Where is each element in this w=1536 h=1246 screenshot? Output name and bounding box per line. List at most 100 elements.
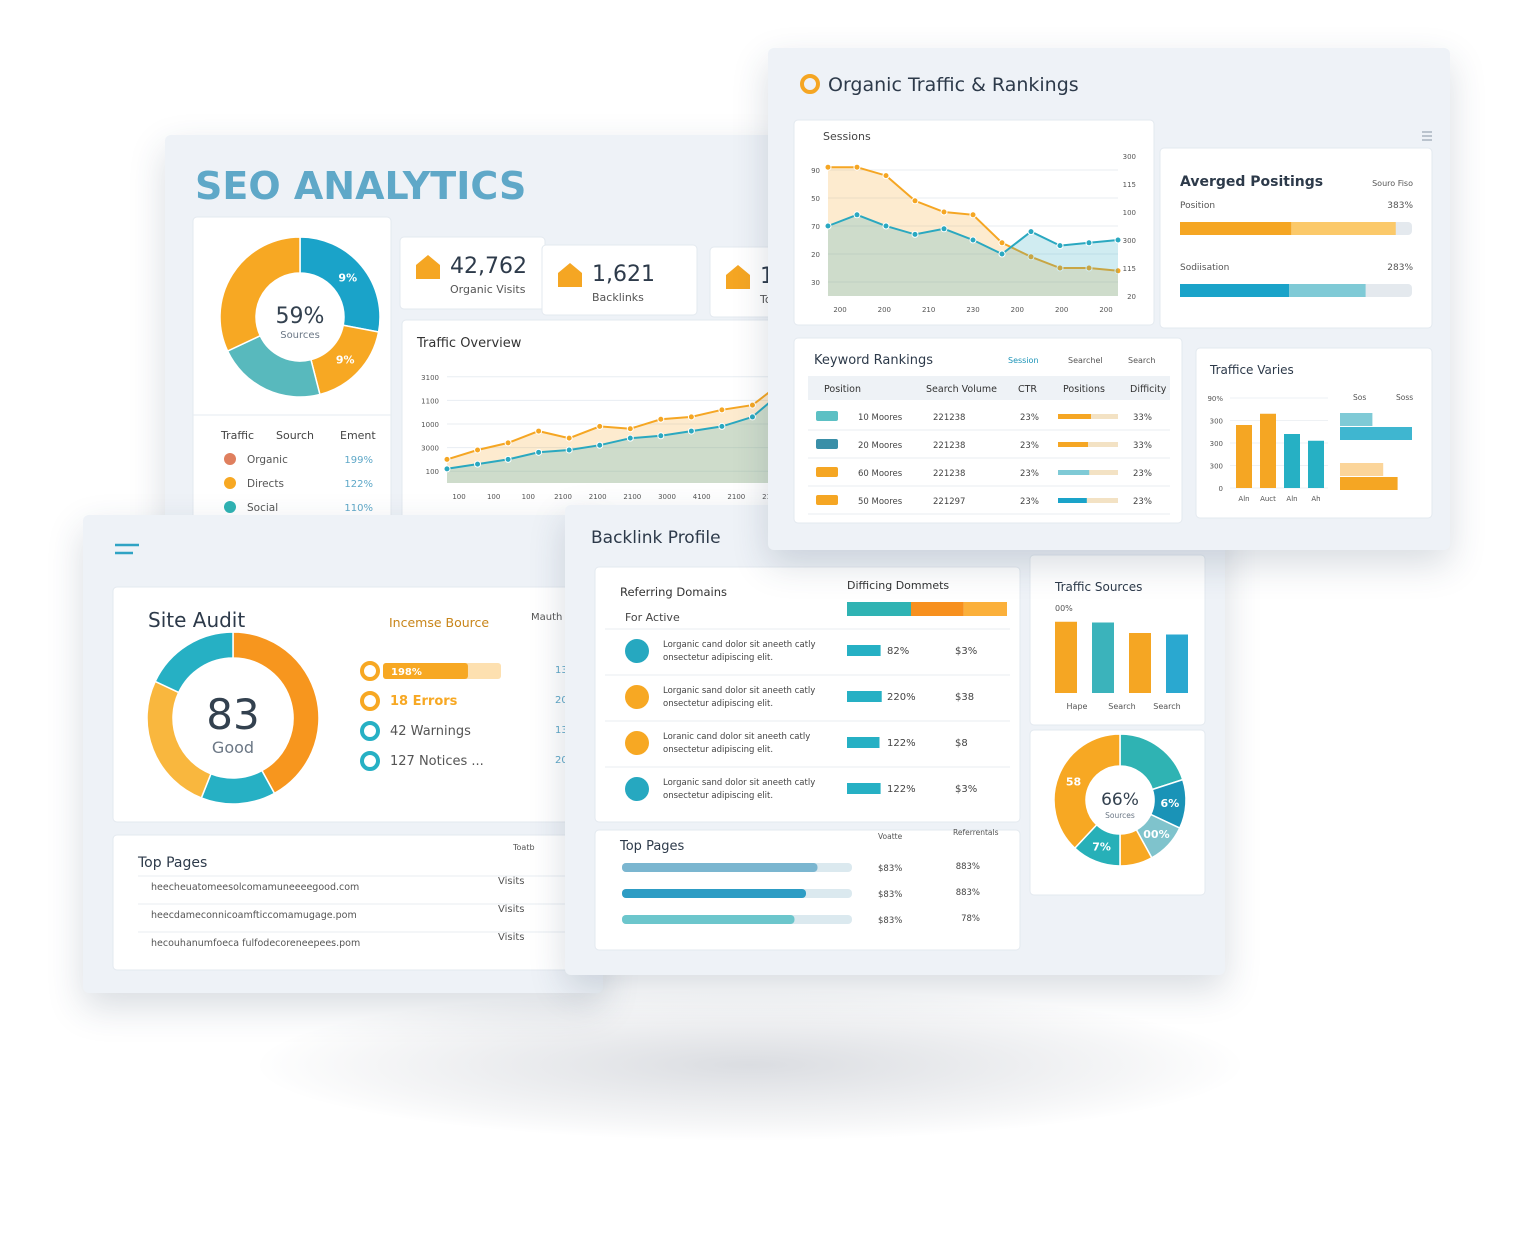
menu-icon (1422, 131, 1432, 141)
column-header: Difficity (1130, 384, 1167, 395)
row-pct: 122% (887, 738, 916, 749)
row-val: $3% (955, 784, 977, 795)
card-title: Site Audit (148, 608, 245, 632)
series-dot (474, 446, 482, 454)
row-text: Lorganic sand dolor sit aneeth catly (663, 686, 815, 696)
url: heecheuatomeesolcomamuneeeegood.com (151, 882, 359, 893)
row-icon (816, 411, 838, 421)
series-dot (998, 239, 1006, 247)
stat-value: 42,762 (450, 254, 527, 279)
series-dot (1114, 267, 1122, 275)
top-label: 00% (1055, 604, 1073, 613)
series-line (446, 380, 784, 461)
series-dot (1085, 264, 1093, 272)
backlink-svg: Backlink Profile Referring Domains For Act… (591, 528, 1206, 951)
item-text: 198% (391, 667, 422, 678)
legend-header: Traffic (220, 429, 254, 442)
segment-label: 9% (336, 353, 355, 366)
row-icon (816, 495, 838, 505)
card-title: Traffice Varies (1209, 363, 1294, 377)
card-title: Top Pages (137, 855, 207, 871)
y-tick-label: 30 (811, 279, 820, 287)
x-tick-label: 210 (922, 306, 935, 314)
series-dot (687, 427, 695, 435)
bar (1236, 425, 1252, 488)
seo-panel: SEO ANALYTICS 9% 9% 59% Sources Traffic Sourch… (165, 135, 785, 570)
donut-caption: Sources (280, 330, 320, 341)
card-title: Sessions (823, 130, 871, 143)
x-tick-label: 4100 (693, 493, 711, 501)
title-icon (800, 74, 820, 94)
row-val: $3% (955, 646, 977, 657)
legend-name: Directs (247, 478, 284, 490)
card (594, 566, 1021, 823)
series-dot (824, 163, 832, 171)
score: 83 (206, 690, 259, 739)
x-tick-label: 100 (452, 493, 465, 501)
y2-label: 100 (1123, 209, 1136, 217)
column-header: Toatb (512, 843, 535, 852)
y-tick-label: 3000 (421, 445, 439, 453)
y-tick-label: 90 (811, 167, 820, 175)
series-dot (998, 250, 1006, 258)
y-tick-label: 50 (811, 195, 820, 203)
donut-center: 66% (1101, 790, 1139, 810)
bar (1129, 633, 1151, 693)
series-dot (853, 163, 861, 171)
x-label: Hape (1067, 702, 1088, 711)
side-bar (1340, 477, 1398, 490)
bar (847, 645, 881, 656)
series-dot (718, 406, 726, 414)
row-pct: 220% (887, 692, 916, 703)
row-value: 283% (1387, 263, 1413, 273)
ring-segment (219, 236, 301, 353)
series-dot (1027, 253, 1035, 261)
difficulty: 23% (1133, 469, 1152, 479)
url: heecdameconnicoamfticcomamugage.pom (151, 910, 357, 921)
series-dot (474, 460, 482, 468)
y2-label: 20 (1127, 293, 1136, 301)
y-tick-label: 70 (811, 223, 820, 231)
legend-value: 199% (344, 455, 373, 466)
list-column: Mauth (531, 612, 562, 623)
series-dot (626, 425, 634, 433)
item-text: 42 Warnings (390, 724, 471, 739)
series-dot (911, 197, 919, 205)
bar (1058, 470, 1090, 475)
x-tick-label: 200 (833, 306, 846, 314)
visits: Visits (498, 932, 525, 943)
stat-icon (726, 265, 750, 289)
y-tick-label: 3100 (421, 374, 439, 382)
cell: 883% (956, 862, 980, 872)
item-text: 127 Notices ... (390, 754, 484, 769)
row-icon (625, 731, 649, 755)
bar (383, 663, 468, 679)
card-title: Referring Domains (620, 585, 727, 599)
card-corner: Souro Fiso (1372, 179, 1413, 188)
series-dot (504, 455, 512, 463)
stat-label: Backlinks (592, 291, 644, 304)
series-dot (882, 172, 890, 180)
series-dot (443, 455, 451, 463)
bar (1058, 414, 1091, 419)
x-tick-label: 2100 (727, 493, 745, 501)
cell: $83% (878, 890, 902, 900)
ring-segment (1053, 733, 1121, 850)
bar (1260, 413, 1276, 488)
series-dot (1085, 239, 1093, 247)
side-bar (1340, 427, 1412, 440)
series-dot (443, 465, 451, 473)
y-tick-label: 0 (1219, 485, 1223, 493)
x-tick-label: 200 (878, 306, 891, 314)
row-icon (816, 439, 838, 449)
donut-center: 59% (276, 304, 325, 329)
series-dot (504, 439, 512, 447)
list-title: Incemse Bource (389, 615, 489, 630)
card-title: Traffic Sources (1054, 580, 1142, 594)
stat-icon (558, 263, 582, 287)
y-tick-label: 1100 (421, 397, 439, 405)
series-line (446, 390, 784, 470)
stat-value: 1,621 (592, 262, 655, 287)
row-text: Lorganic cand dolor sit aneeth catly (663, 640, 816, 650)
